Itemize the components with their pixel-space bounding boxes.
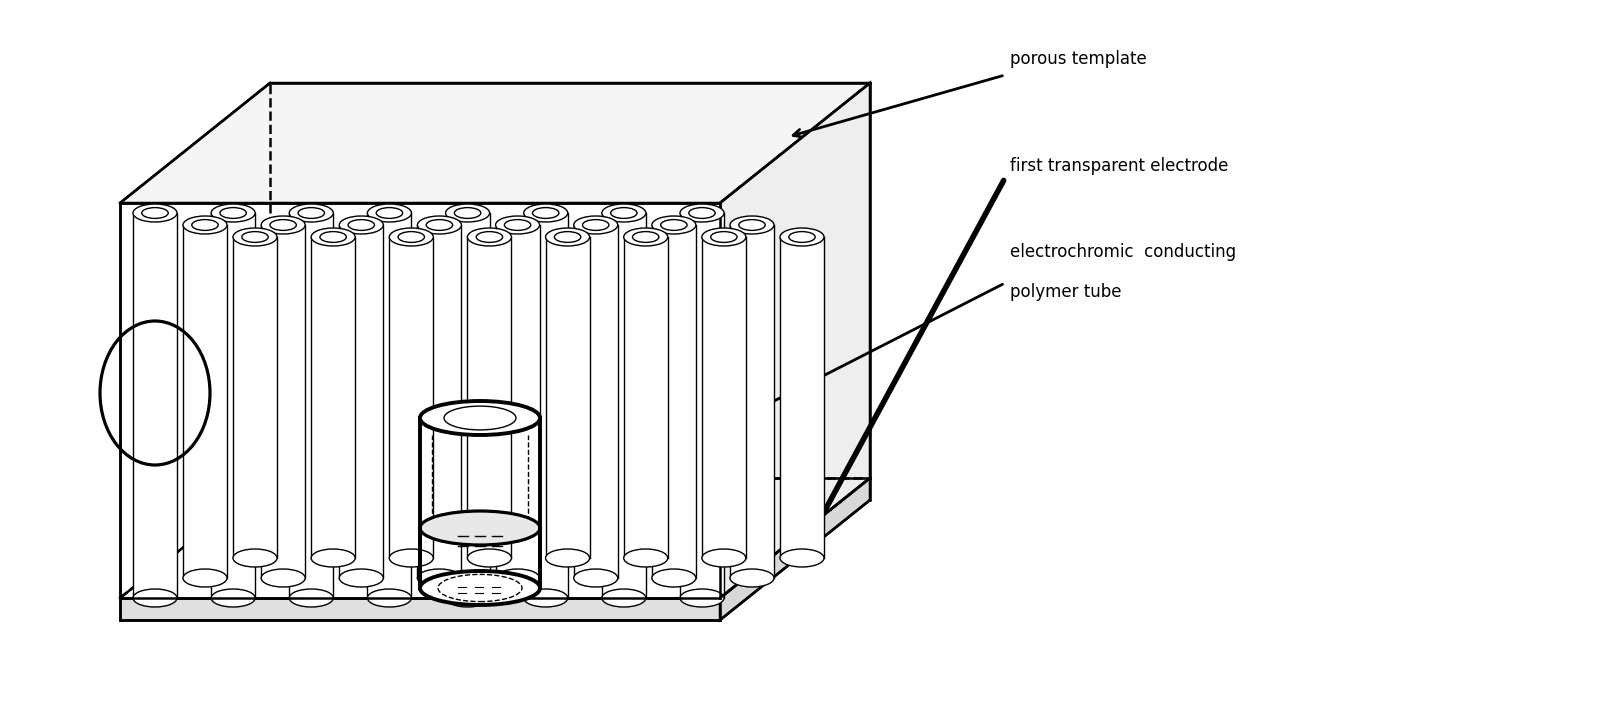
Ellipse shape [680, 589, 724, 607]
Ellipse shape [183, 216, 227, 234]
Text: porous template: porous template [1010, 50, 1146, 68]
Ellipse shape [602, 204, 646, 222]
Bar [523, 213, 568, 598]
Ellipse shape [573, 569, 617, 587]
Bar [495, 225, 539, 578]
Ellipse shape [232, 228, 278, 246]
Bar [390, 237, 433, 558]
Bar [602, 213, 646, 598]
Ellipse shape [545, 549, 589, 567]
Ellipse shape [523, 589, 568, 607]
Ellipse shape [623, 549, 667, 567]
Bar [467, 237, 511, 558]
Bar [133, 213, 177, 598]
Ellipse shape [183, 569, 227, 587]
Ellipse shape [417, 569, 461, 587]
Polygon shape [120, 478, 870, 598]
Ellipse shape [701, 228, 745, 246]
Bar [730, 225, 774, 578]
Ellipse shape [312, 549, 355, 567]
Bar [545, 237, 589, 558]
Ellipse shape [623, 228, 667, 246]
Bar [701, 237, 745, 558]
Ellipse shape [573, 216, 617, 234]
Bar [367, 213, 411, 598]
Polygon shape [120, 83, 870, 203]
Ellipse shape [339, 216, 383, 234]
Ellipse shape [445, 589, 489, 607]
Ellipse shape [730, 569, 774, 587]
Ellipse shape [523, 204, 568, 222]
Bar [623, 237, 667, 558]
Text: first transparent electrode: first transparent electrode [1010, 157, 1227, 175]
Ellipse shape [289, 589, 333, 607]
Ellipse shape [495, 569, 539, 587]
Ellipse shape [651, 569, 695, 587]
Polygon shape [120, 598, 719, 620]
Bar [261, 225, 305, 578]
Ellipse shape [467, 228, 511, 246]
Text: polymer tube: polymer tube [1010, 283, 1121, 301]
Ellipse shape [445, 204, 489, 222]
Ellipse shape [261, 569, 305, 587]
Ellipse shape [701, 549, 745, 567]
Ellipse shape [420, 571, 540, 605]
Ellipse shape [417, 216, 461, 234]
Ellipse shape [261, 216, 305, 234]
Ellipse shape [390, 228, 433, 246]
Bar [779, 237, 823, 558]
Bar [651, 225, 695, 578]
Ellipse shape [495, 216, 539, 234]
Bar [445, 213, 489, 598]
Ellipse shape [289, 204, 333, 222]
Ellipse shape [367, 589, 411, 607]
Ellipse shape [467, 549, 511, 567]
Polygon shape [120, 203, 719, 598]
Ellipse shape [420, 511, 540, 545]
Ellipse shape [390, 549, 433, 567]
Bar [573, 225, 617, 578]
Ellipse shape [545, 228, 589, 246]
Ellipse shape [420, 401, 540, 435]
Ellipse shape [779, 228, 823, 246]
Ellipse shape [602, 589, 646, 607]
Ellipse shape [339, 569, 383, 587]
Ellipse shape [133, 589, 177, 607]
Ellipse shape [211, 589, 255, 607]
Bar [417, 225, 461, 578]
Ellipse shape [651, 216, 695, 234]
Text: electrochromic  conducting: electrochromic conducting [1010, 243, 1235, 261]
Ellipse shape [367, 204, 411, 222]
Ellipse shape [133, 204, 177, 222]
Bar [680, 213, 724, 598]
Bar [232, 237, 278, 558]
Ellipse shape [779, 549, 823, 567]
Ellipse shape [312, 228, 355, 246]
Ellipse shape [211, 204, 255, 222]
Bar [312, 237, 355, 558]
Ellipse shape [680, 204, 724, 222]
Bar [339, 225, 383, 578]
Bar [211, 213, 255, 598]
Bar [183, 225, 227, 578]
Ellipse shape [232, 549, 278, 567]
Polygon shape [719, 478, 870, 620]
Polygon shape [719, 83, 870, 598]
Ellipse shape [730, 216, 774, 234]
Bar [289, 213, 333, 598]
